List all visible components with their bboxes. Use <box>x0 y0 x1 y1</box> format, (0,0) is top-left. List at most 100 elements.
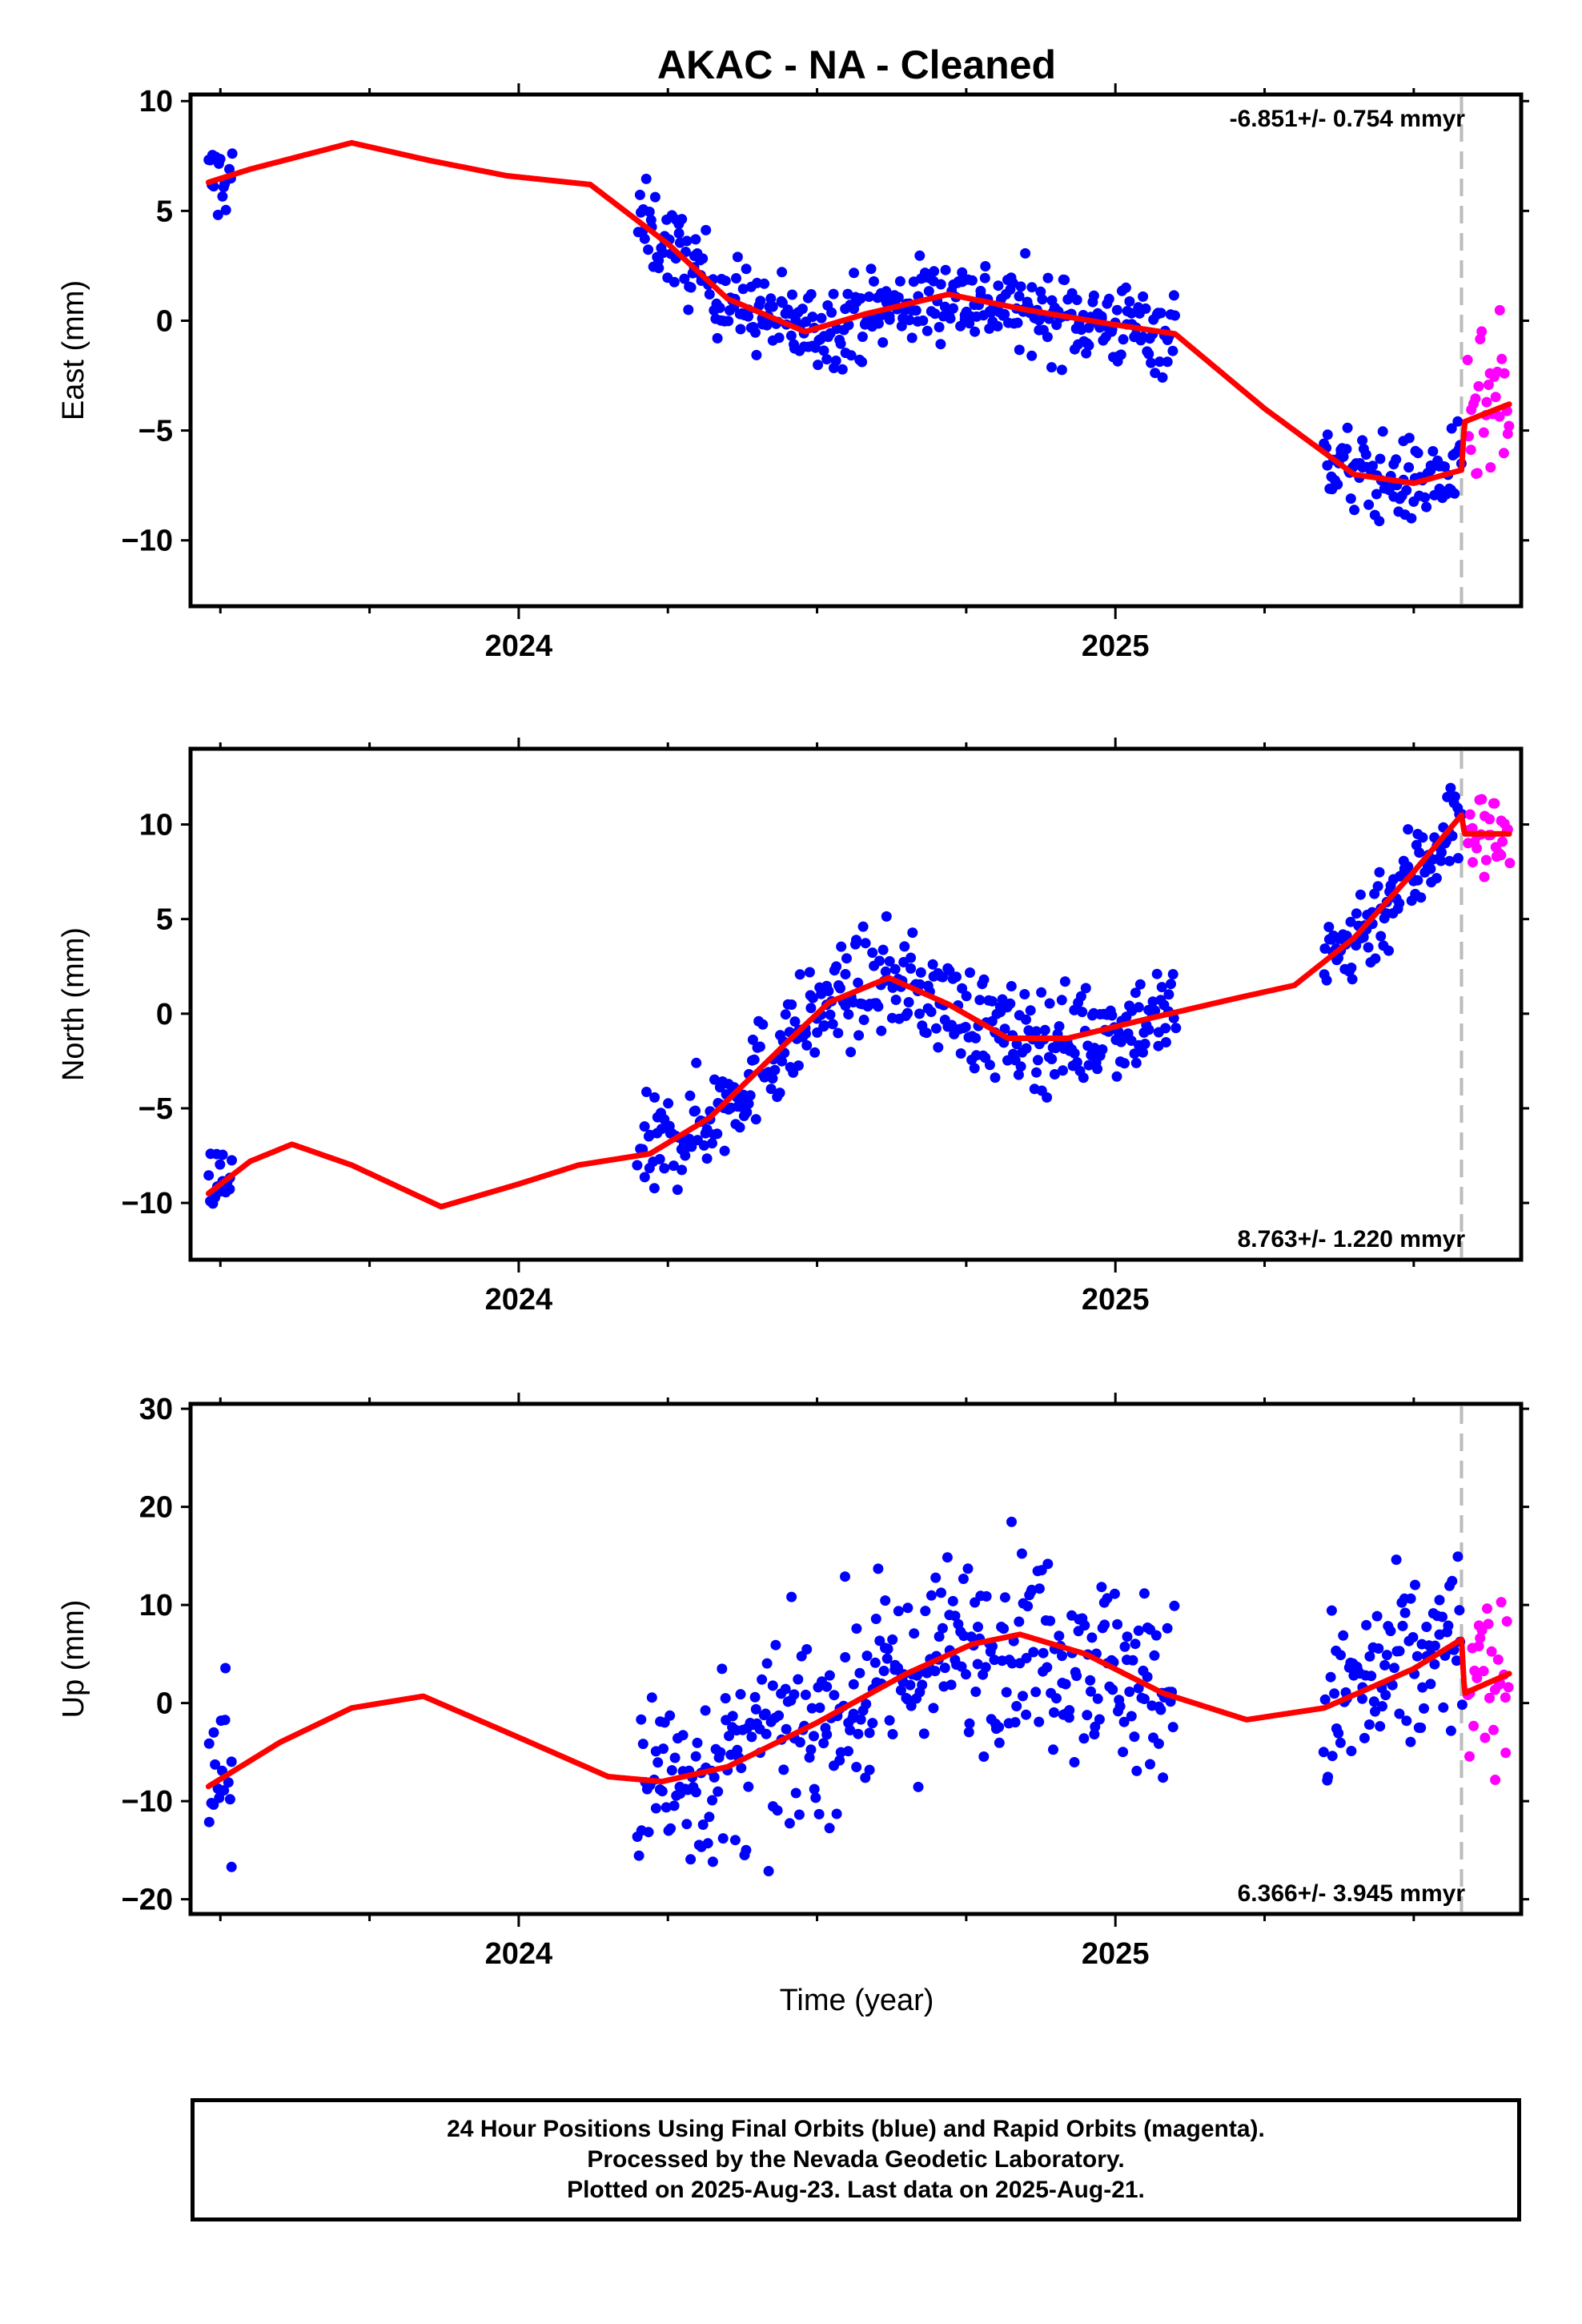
final-point <box>684 1133 695 1144</box>
final-point <box>814 1703 825 1713</box>
final-point <box>972 1659 983 1670</box>
final-point <box>1385 1626 1396 1637</box>
final-point <box>1399 1607 1411 1618</box>
final-point <box>986 995 998 1007</box>
final-point <box>904 315 915 326</box>
final-point <box>1363 1719 1375 1730</box>
final-point <box>914 979 926 990</box>
y-tick-label: 0 <box>156 998 173 1031</box>
final-point <box>926 1590 937 1601</box>
final-point <box>1097 1044 1108 1055</box>
y-tick-label: −5 <box>139 415 173 448</box>
final-point <box>963 1727 974 1738</box>
rapid-point <box>1483 1618 1494 1630</box>
final-point <box>1036 987 1047 998</box>
final-point <box>632 1160 643 1171</box>
final-point <box>1153 1738 1164 1749</box>
final-point <box>1421 1622 1432 1632</box>
final-point <box>690 1787 701 1798</box>
final-point <box>804 1752 815 1763</box>
final-point <box>1118 1747 1129 1758</box>
final-point <box>994 1737 1005 1748</box>
final-point <box>1022 1601 1034 1612</box>
final-point <box>913 1781 924 1792</box>
final-point <box>773 332 785 344</box>
final-point <box>894 275 905 287</box>
final-point <box>1327 1751 1338 1762</box>
final-point <box>666 1765 677 1776</box>
final-point <box>731 273 741 283</box>
final-point <box>1150 1005 1161 1016</box>
final-point <box>1106 1010 1118 1021</box>
final-point <box>1077 1007 1088 1018</box>
final-point <box>741 1844 752 1856</box>
final-point <box>1042 332 1053 343</box>
final-point <box>1096 311 1107 322</box>
final-point <box>637 1739 648 1750</box>
y-tick-label: 20 <box>139 1491 173 1525</box>
final-point <box>226 1861 237 1872</box>
final-point <box>903 997 914 1007</box>
final-point <box>845 1047 857 1058</box>
final-point <box>1138 1047 1148 1058</box>
final-point <box>1042 272 1054 283</box>
rapid-point <box>1473 380 1484 392</box>
final-point <box>1006 981 1017 991</box>
panels-group: −10 −5 0 5 10 2024 2025 East (mm) -6.851+/- 0.75… <box>57 83 1529 1971</box>
final-point <box>1078 1733 1090 1744</box>
final-point <box>1439 461 1450 472</box>
final-point <box>707 1856 718 1868</box>
final-point <box>843 1746 853 1757</box>
final-point <box>643 1827 654 1838</box>
final-point <box>1129 1048 1140 1059</box>
final-point <box>737 283 749 295</box>
final-point <box>881 911 892 922</box>
final-point <box>1026 1584 1038 1595</box>
final-point <box>788 1067 799 1078</box>
y-tick-label: −20 <box>122 1884 173 1917</box>
rapid-point <box>1501 1616 1512 1627</box>
final-point <box>760 1708 771 1719</box>
final-point <box>818 345 829 356</box>
rapid-point <box>1470 393 1481 404</box>
final-point <box>1057 1651 1067 1662</box>
final-point <box>1325 1671 1336 1683</box>
final-point <box>869 275 879 287</box>
final-point <box>887 1634 898 1645</box>
final-point <box>957 267 968 278</box>
final-point <box>992 320 1003 332</box>
final-point <box>1127 1655 1138 1666</box>
final-point <box>816 312 827 324</box>
plot-frame <box>188 746 1524 1262</box>
final-point <box>1407 1632 1419 1642</box>
final-point <box>861 1651 873 1662</box>
final-point <box>1013 1069 1024 1080</box>
final-point <box>1377 426 1388 437</box>
final-point <box>1111 1071 1122 1082</box>
final-point <box>1166 979 1176 990</box>
final-point <box>827 1019 838 1030</box>
final-point <box>677 1730 689 1741</box>
final-point <box>217 191 228 202</box>
final-point <box>918 1728 930 1739</box>
final-point <box>704 289 715 300</box>
final-point <box>1406 513 1417 524</box>
model-curve <box>205 812 1512 1210</box>
scatter-points <box>203 148 1515 527</box>
final-point <box>873 318 884 329</box>
final-point <box>906 332 917 344</box>
final-point <box>769 1064 781 1076</box>
rapid-point <box>1504 420 1515 432</box>
final-point <box>1333 1727 1344 1739</box>
final-point <box>936 1587 946 1598</box>
final-point <box>1323 1771 1334 1783</box>
final-point <box>989 1655 1000 1666</box>
final-point <box>1129 1731 1140 1743</box>
final-point <box>921 325 933 336</box>
final-point <box>854 1667 865 1679</box>
final-point <box>917 315 929 326</box>
final-point <box>970 1687 982 1697</box>
final-point <box>801 1039 813 1051</box>
rapid-point <box>1472 842 1482 854</box>
final-point <box>970 1032 982 1043</box>
